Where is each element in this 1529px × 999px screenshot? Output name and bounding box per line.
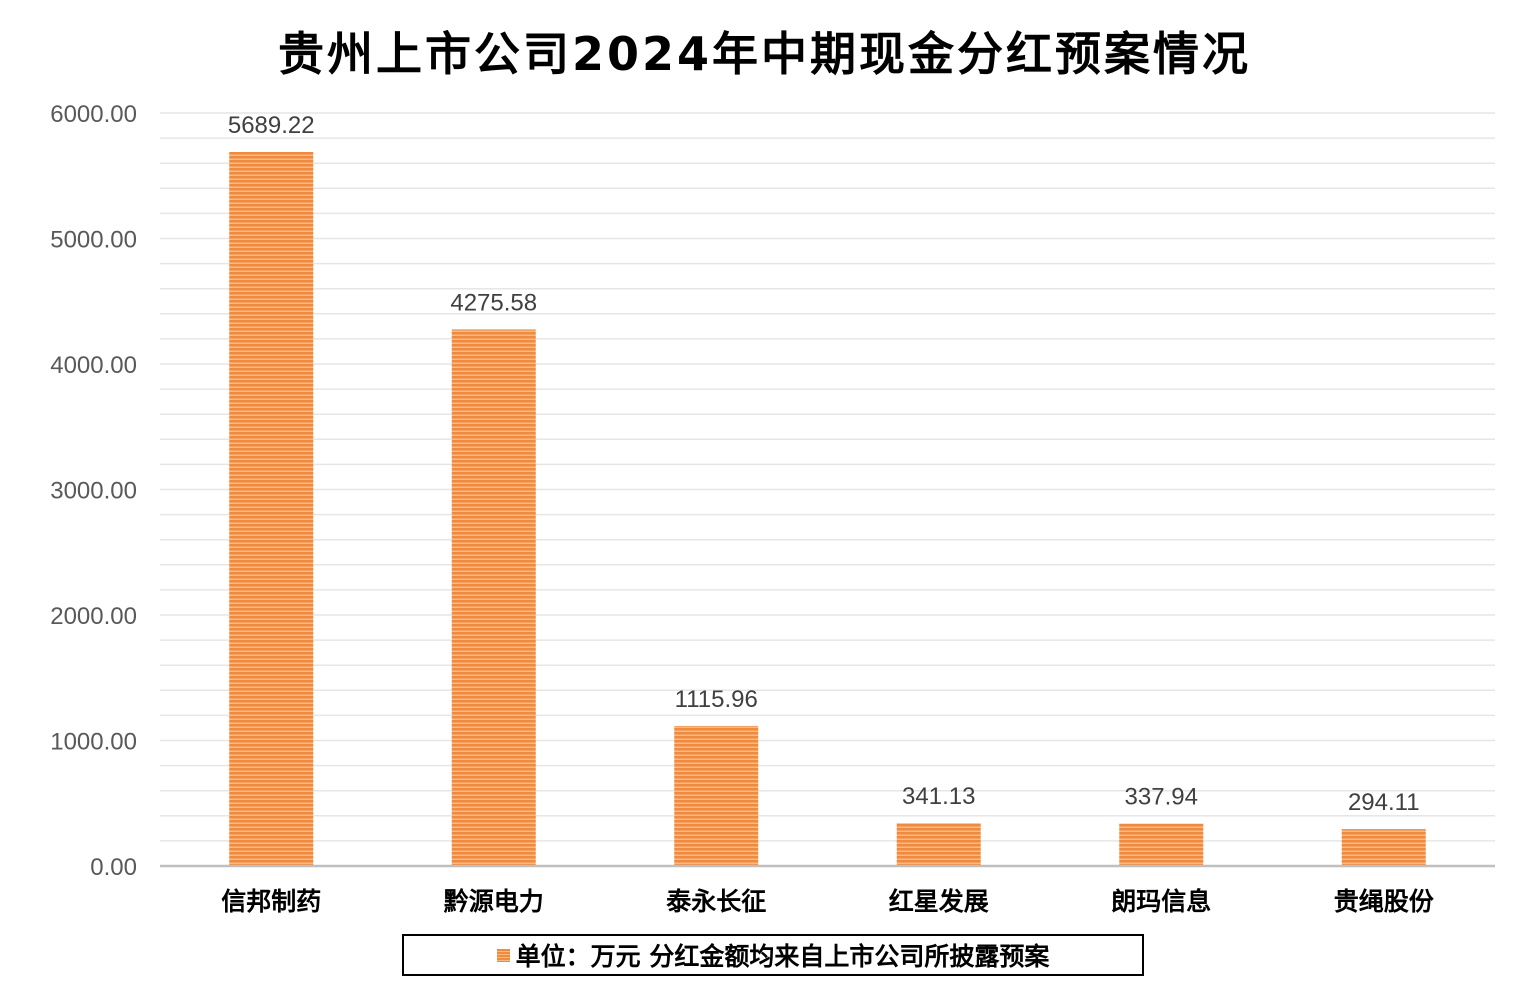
y-tick-label: 5000.00 <box>50 227 137 254</box>
data-label: 5689.22 <box>228 112 315 139</box>
legend-label: 单位：万元 分红金额均来自上市公司所披露预案 <box>515 942 1050 971</box>
x-tick-label: 红星发展 <box>889 887 989 916</box>
y-tick-label: 0.00 <box>90 854 137 881</box>
bar <box>674 725 759 866</box>
bar <box>896 823 981 866</box>
y-tick-label: 1000.00 <box>50 729 137 756</box>
x-tick-label: 信邦制药 <box>221 887 321 916</box>
y-tick-label: 3000.00 <box>50 478 137 505</box>
bar <box>1119 823 1204 866</box>
data-label: 4275.58 <box>450 289 537 316</box>
chart-title: 贵州上市公司2024年中期现金分红预案情况 <box>277 27 1252 81</box>
bar <box>1341 829 1426 866</box>
bar <box>229 152 314 867</box>
y-tick-label: 2000.00 <box>50 603 137 630</box>
data-label: 337.94 <box>1125 784 1198 811</box>
x-tick-label: 朗玛信息 <box>1111 887 1211 916</box>
x-tick-label: 贵绳股份 <box>1334 887 1434 916</box>
data-label: 1115.96 <box>675 686 758 713</box>
data-label: 294.11 <box>1348 789 1420 816</box>
legend: 单位：万元 分红金额均来自上市公司所披露预案 <box>402 934 1144 976</box>
bar <box>451 329 536 867</box>
x-tick-label: 黔源电力 <box>444 887 544 916</box>
data-label: 341.13 <box>902 783 975 810</box>
legend-swatch <box>496 948 510 962</box>
y-tick-label: 4000.00 <box>50 352 137 379</box>
y-tick-label: 6000.00 <box>50 101 137 128</box>
x-tick-label: 泰永长征 <box>666 887 766 916</box>
